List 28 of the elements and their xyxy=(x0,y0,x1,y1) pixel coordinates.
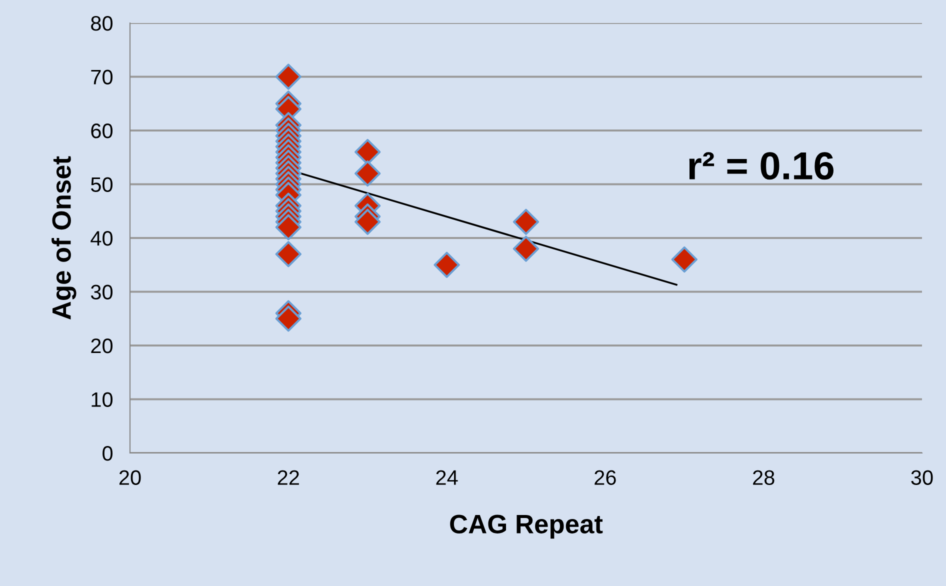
x-tick-label: 22 xyxy=(278,470,299,485)
y-tick-label: 30 xyxy=(90,284,113,300)
y-tick-label: 20 xyxy=(91,338,113,354)
y-tick-label: 60 xyxy=(91,124,113,138)
y-tick-label: 80 xyxy=(91,16,113,31)
point xyxy=(434,252,460,278)
annotation: r² = 0.16 xyxy=(689,152,834,180)
y-tick-label: 10 xyxy=(92,392,113,408)
y-axis-title: Age of Onset xyxy=(52,156,76,320)
x-tick-label: 28 xyxy=(753,470,774,485)
point xyxy=(512,236,540,262)
y-tick-label: 50 xyxy=(90,177,113,192)
point xyxy=(275,306,302,332)
point xyxy=(275,214,302,240)
point xyxy=(354,208,381,235)
y-tick-label: 0 xyxy=(102,446,113,461)
y-tick-label: 40 xyxy=(90,231,113,246)
x-tick-label: 20 xyxy=(119,470,141,485)
x-tick-label: 30 xyxy=(911,470,933,485)
point xyxy=(275,64,302,90)
point xyxy=(512,208,540,235)
y-tick-label: 70 xyxy=(91,70,113,85)
point xyxy=(354,160,381,187)
point xyxy=(671,246,698,273)
point xyxy=(275,241,302,268)
x-tick-label: 24 xyxy=(436,470,458,485)
x-tick-label: 26 xyxy=(594,470,616,485)
x-axis-title: CAG Repeat xyxy=(450,514,603,539)
